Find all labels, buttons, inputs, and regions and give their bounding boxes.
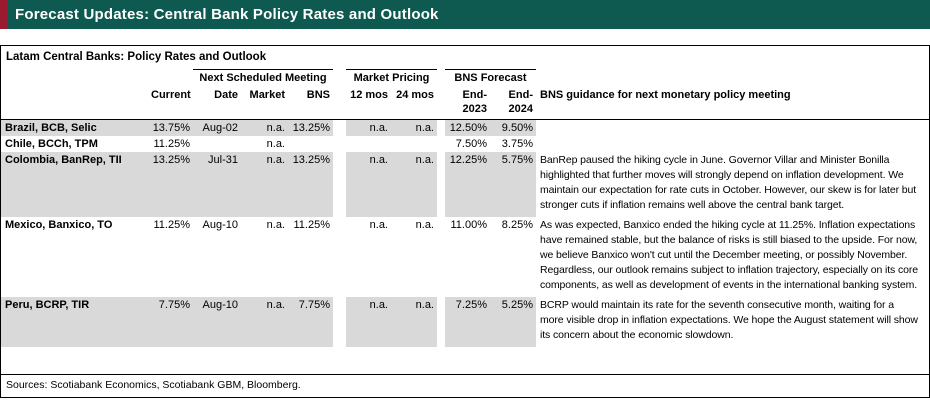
cell-meeting-date: Jul-31 bbox=[193, 152, 241, 217]
cell-end2023: 12.50% bbox=[445, 120, 490, 136]
column-header-24mos: 24 mos bbox=[396, 89, 434, 101]
cell-12mos bbox=[346, 136, 391, 152]
cell-12mos: n.a. bbox=[346, 120, 391, 136]
column-header-end2024: End-2024 bbox=[508, 89, 533, 115]
cell-end2023: 12.25% bbox=[445, 152, 490, 217]
group-spacer bbox=[536, 69, 929, 85]
column-header-current: Current bbox=[151, 89, 191, 101]
cell-meeting-bns: 7.75% bbox=[288, 297, 333, 347]
row-label: Brazil, BCB, Selic bbox=[1, 120, 151, 136]
cell-end2023: 7.25% bbox=[445, 297, 490, 347]
group-header-row: Next Scheduled Meeting Market Pricing BN… bbox=[1, 69, 929, 85]
cell-end2023: 7.50% bbox=[455, 138, 487, 150]
table-title: Latam Central Banks: Policy Rates and Ou… bbox=[6, 51, 267, 63]
cell-current: 11.25% bbox=[153, 219, 191, 231]
table-row-colombia: Colombia, BanRep, TII 13.25% Jul-31 n.a.… bbox=[1, 152, 929, 217]
group-header-market-pricing: Market Pricing bbox=[346, 69, 437, 85]
cell-meeting-market: n.a. bbox=[241, 297, 288, 347]
cell-12mos: n.a. bbox=[369, 219, 388, 231]
cell-12mos: n.a. bbox=[346, 152, 391, 217]
report-table: Latam Central Banks: Policy Rates and Ou… bbox=[0, 45, 930, 398]
column-spacer bbox=[1, 88, 151, 116]
table-row-mexico: Mexico, Banxico, TO 11.25% Aug-10 n.a. 1… bbox=[1, 217, 929, 297]
cell-24mos: n.a. bbox=[415, 219, 434, 231]
cell-24mos: n.a. bbox=[391, 297, 437, 347]
cell-end2024: 8.25% bbox=[501, 219, 533, 231]
column-header-12mos: 12 mos bbox=[350, 89, 388, 101]
column-gap bbox=[333, 88, 346, 116]
cell-meeting-date: Aug-10 bbox=[193, 297, 241, 347]
page-banner: Forecast Updates: Central Bank Policy Ra… bbox=[0, 0, 930, 29]
cell-24mos: n.a. bbox=[391, 120, 437, 136]
column-header-date: Date bbox=[214, 89, 238, 101]
group-header-next-meeting: Next Scheduled Meeting bbox=[193, 69, 333, 85]
column-gap bbox=[437, 152, 445, 217]
column-header-row: Current Date Market BNS 12 mos 24 mos En… bbox=[1, 85, 929, 120]
column-gap bbox=[437, 88, 445, 116]
column-gap bbox=[333, 217, 346, 297]
banner-red-accent bbox=[0, 0, 8, 29]
cell-meeting-market: n.a. bbox=[266, 138, 285, 150]
sources-line: Sources: Scotiabank Economics, Scotiaban… bbox=[1, 374, 929, 397]
column-gap bbox=[437, 297, 445, 347]
cell-meeting-date bbox=[193, 136, 241, 152]
cell-end2024: 3.75% bbox=[501, 138, 533, 150]
group-header-bns-forecast: BNS Forecast bbox=[445, 69, 536, 85]
cell-meeting-bns: 13.25% bbox=[288, 152, 333, 217]
cell-meeting-bns bbox=[288, 136, 333, 152]
table-row-peru: Peru, BCRP, TIR 7.75% Aug-10 n.a. 7.75% … bbox=[1, 297, 929, 347]
cell-guidance bbox=[536, 136, 929, 152]
cell-guidance: As was expected, Banxico ended the hikin… bbox=[540, 219, 919, 291]
cell-meeting-market: n.a. bbox=[241, 120, 288, 136]
cell-guidance bbox=[536, 120, 929, 136]
cell-end2024: 5.75% bbox=[490, 152, 536, 217]
cell-24mos bbox=[391, 136, 437, 152]
cell-12mos: n.a. bbox=[346, 297, 391, 347]
page-title: Forecast Updates: Central Bank Policy Ra… bbox=[15, 6, 439, 23]
column-gap bbox=[333, 136, 346, 152]
cell-meeting-market: n.a. bbox=[266, 219, 285, 231]
column-gap bbox=[437, 217, 445, 297]
row-label: Chile, BCCh, TPM bbox=[5, 138, 98, 150]
cell-meeting-date: Aug-02 bbox=[193, 120, 241, 136]
cell-meeting-market: n.a. bbox=[241, 152, 288, 217]
cell-24mos: n.a. bbox=[391, 152, 437, 217]
table-row-brazil: Brazil, BCB, Selic 13.75% Aug-02 n.a. 13… bbox=[1, 120, 929, 136]
cell-current: 7.75% bbox=[151, 297, 193, 347]
cell-current: 13.75% bbox=[151, 120, 193, 136]
cell-end2024: 5.25% bbox=[490, 297, 536, 347]
group-spacer bbox=[437, 69, 445, 85]
row-label: Colombia, BanRep, TII bbox=[1, 152, 151, 217]
column-header-guidance: BNS guidance for next monetary policy me… bbox=[540, 89, 791, 101]
column-gap bbox=[333, 297, 346, 347]
column-gap bbox=[333, 120, 346, 136]
group-spacer bbox=[333, 69, 346, 85]
cell-meeting-bns: 11.25% bbox=[293, 219, 331, 231]
column-header-end2023: End-2023 bbox=[462, 89, 487, 115]
cell-end2024: 9.50% bbox=[490, 120, 536, 136]
column-header-bns: BNS bbox=[306, 89, 330, 101]
column-gap bbox=[333, 152, 346, 217]
cell-end2023: 11.00% bbox=[450, 219, 488, 231]
column-gap bbox=[437, 136, 445, 152]
cell-meeting-bns: 13.25% bbox=[288, 120, 333, 136]
row-label: Peru, BCRP, TIR bbox=[1, 297, 151, 347]
cell-meeting-date: Aug-10 bbox=[202, 219, 238, 231]
row-label: Mexico, Banxico, TO bbox=[5, 219, 113, 231]
cell-guidance: BCRP would maintain its rate for the sev… bbox=[540, 299, 918, 341]
column-gap bbox=[437, 120, 445, 136]
cell-current: 13.25% bbox=[151, 152, 193, 217]
group-spacer bbox=[1, 69, 193, 85]
table-row-chile: Chile, BCCh, TPM 11.25% n.a. 7.50% 3.75% bbox=[1, 136, 929, 152]
cell-current: 11.25% bbox=[153, 138, 191, 150]
cell-guidance: BanRep paused the hiking cycle in June. … bbox=[540, 154, 917, 211]
column-header-market: Market bbox=[249, 89, 285, 101]
